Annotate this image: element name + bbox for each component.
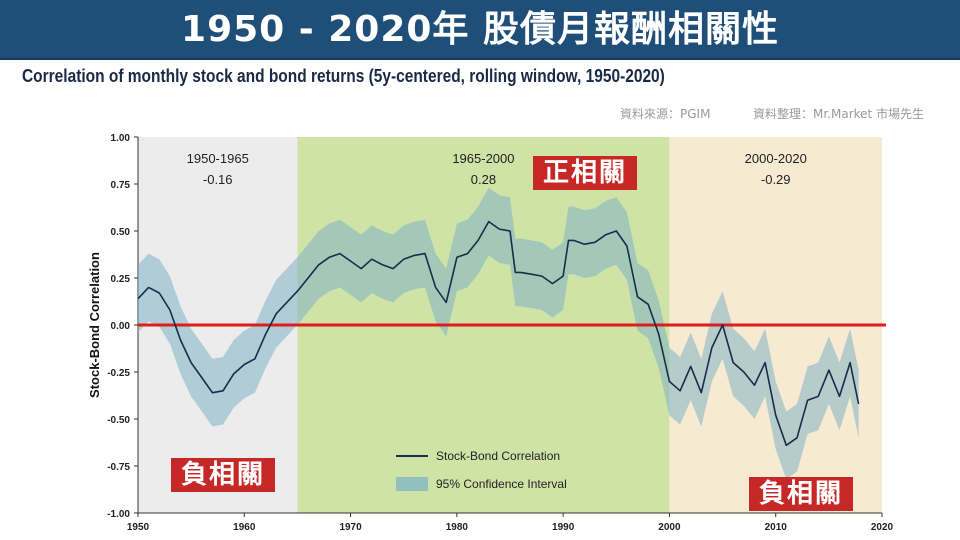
- negative-correlation-tag-left: 負相關: [171, 458, 275, 492]
- negative-correlation-tag-right: 負相關: [749, 477, 853, 511]
- confidence-interval-band: [138, 187, 859, 480]
- chart-subtitle: Correlation of monthly stock and bond re…: [22, 66, 665, 86]
- positive-correlation-tag: 正相關: [533, 156, 637, 190]
- correlation-series-line: [137, 220, 860, 447]
- x-tick-label: 2020: [871, 522, 894, 533]
- y-tick-label: 0.00: [111, 321, 131, 332]
- legend-line-label: Stock-Bond Correlation: [436, 449, 560, 463]
- period-range-label: 2000-2020: [745, 151, 807, 166]
- x-tick-label: 2000: [658, 522, 681, 533]
- x-tick-label: 1960: [233, 522, 256, 533]
- legend-band-swatch: [396, 477, 428, 491]
- x-tick-label: 1990: [552, 522, 575, 533]
- period-average-label: -0.16: [203, 172, 233, 187]
- period-average-label: 0.28: [471, 172, 496, 187]
- title-banner: [0, 0, 960, 60]
- source-credit: 資料來源：PGIM: [620, 107, 711, 121]
- y-tick-label: -0.50: [107, 415, 130, 426]
- y-tick-label: -0.25: [107, 368, 130, 379]
- y-axis-label: Stock-Bond Correlation: [87, 252, 102, 398]
- period-range-label: 1950-1965: [187, 151, 249, 166]
- y-tick-label: -1.00: [107, 509, 130, 520]
- y-tick-label: 1.00: [111, 133, 131, 144]
- y-tick-label: 0.25: [111, 274, 131, 285]
- x-tick-label: 2010: [765, 522, 788, 533]
- page-title: 1950 - 2020年 股債月報酬相關性: [181, 9, 779, 50]
- y-tick-label: 0.75: [111, 180, 131, 191]
- y-tick-label: -0.75: [107, 462, 130, 473]
- x-tick-label: 1950: [127, 522, 150, 533]
- period-range-label: 1965-2000: [452, 151, 514, 166]
- y-tick-label: 0.50: [111, 227, 131, 238]
- compiler-credit: 資料整理：Mr.Market 市場先生: [753, 107, 925, 121]
- x-tick-label: 1980: [446, 522, 469, 533]
- x-tick-label: 1970: [339, 522, 362, 533]
- legend-band-label: 95% Confidence Interval: [436, 477, 567, 491]
- period-average-label: -0.29: [761, 172, 791, 187]
